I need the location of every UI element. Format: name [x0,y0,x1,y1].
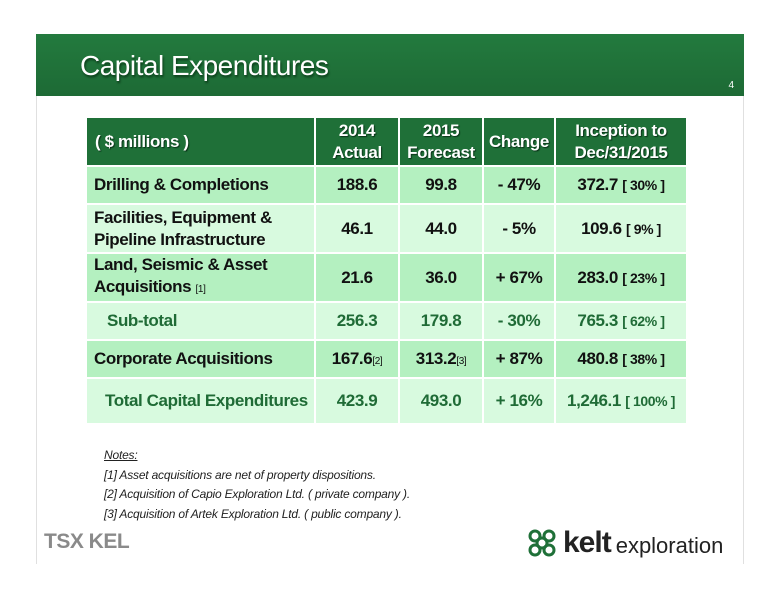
cell-2015: 36.0 [400,254,484,301]
row-label: Drilling & Completions [87,167,316,203]
cell-2015: 493.0 [400,379,484,423]
cell-inception: 765.3 [ 62% ] [556,303,686,339]
table-row: Land, Seismic & Asset Acquisitions [1] 21… [87,254,686,301]
cell-inception: 1,246.1 [ 100% ] [556,379,686,423]
header-2014: 2014 Actual [316,118,400,165]
row-label: Land, Seismic & Asset Acquisitions [1] [87,254,316,301]
cell-inception: 283.0 [ 23% ] [556,254,686,301]
cell-change: + 87% [484,341,556,377]
brand-suffix: exploration [615,533,724,558]
table-row: Corporate Acquisitions 167.6[2] 313.2[3]… [87,341,686,377]
header-units: ( $ millions ) [87,118,316,165]
celtic-knot-icon [528,529,556,557]
table-row: Facilities, Equipment & Pipeline Infrastr… [87,205,686,252]
slide-title: Capital Expenditures [80,50,329,81]
header-2015: 2015 Forecast [400,118,484,165]
cell-2015: 313.2[3] [400,341,484,377]
cell-change: - 47% [484,167,556,203]
note-item: [2] Acquisition of Capio Exploration Ltd… [104,487,410,501]
row-label: Sub-total [87,303,316,339]
header-change: Change [484,118,556,165]
title-bar [36,34,744,96]
tsx-logo: TSX KEL [44,530,130,553]
cell-change: - 30% [484,303,556,339]
cell-2015: 179.8 [400,303,484,339]
table-header-row: ( $ millions ) 2014 Actual 2015 Forecast C… [87,118,686,165]
cell-inception: 480.8 [ 38% ] [556,341,686,377]
cell-inception: 109.6 [ 9% ] [556,205,686,252]
cell-2014: 21.6 [316,254,400,301]
cell-change: + 16% [484,379,556,423]
notes-title: Notes: [104,448,138,462]
table-row: Total Capital Expenditures 423.9 493.0 +… [87,379,686,423]
content-frame [36,96,744,564]
cell-2014: 46.1 [316,205,400,252]
row-label: Facilities, Equipment & Pipeline Infrastr… [87,205,316,252]
cell-change: - 5% [484,205,556,252]
page-number: 4 [728,80,734,91]
cell-inception: 372.7 [ 30% ] [556,167,686,203]
note-item: [1] Asset acquisitions are net of proper… [104,467,376,482]
notes: Notes: [1] Asset acquisitions are net of… [104,446,410,524]
kelt-logo: kelt exploration [527,526,723,560]
cell-2014: 188.6 [316,167,400,203]
table-row: Drilling & Completions 188.6 99.8 - 47% … [87,167,686,203]
cell-change: + 67% [484,254,556,301]
cell-2014: 423.9 [316,379,400,423]
row-label: Corporate Acquisitions [87,341,316,377]
capex-table: ( $ millions ) 2014 Actual 2015 Forecast C… [87,116,686,425]
cell-2014: 256.3 [316,303,400,339]
note-item: [3] Acquisition of Artek Exploration Ltd… [104,506,402,521]
table-row: Sub-total 256.3 179.8 - 30% 765.3 [ 62% … [87,303,686,339]
row-label: Total Capital Expenditures [87,379,316,423]
cell-2015: 44.0 [400,205,484,252]
cell-2015: 99.8 [400,167,484,203]
cell-2014: 167.6[2] [316,341,400,377]
header-inception: Inception to Dec/31/2015 [556,118,686,165]
brand-name: kelt [563,526,612,559]
